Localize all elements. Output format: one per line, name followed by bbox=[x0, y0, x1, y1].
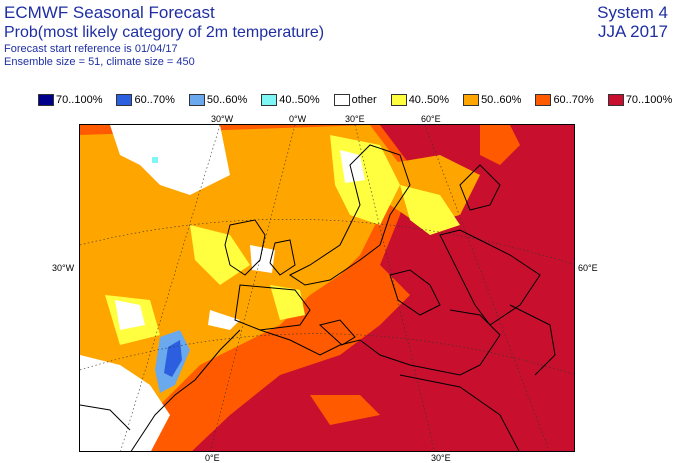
map-subtitle: Prob(most likely category of 2m temperat… bbox=[4, 24, 325, 41]
tick-left-30w: 30°W bbox=[52, 263, 75, 273]
legend-item: 50..60% bbox=[188, 93, 248, 107]
legend-swatch bbox=[607, 94, 624, 106]
legend-item: 60..70% bbox=[535, 93, 594, 107]
tick-top-60e: 60°E bbox=[421, 114, 441, 124]
legend-label: 50..60% bbox=[206, 94, 248, 106]
season-label: JJA 2017 bbox=[598, 22, 668, 41]
legend-swatch bbox=[188, 94, 205, 106]
legend-label: 60..70% bbox=[134, 94, 175, 106]
legend-swatch bbox=[261, 94, 278, 106]
legend-swatch bbox=[333, 94, 350, 106]
tick-right-60e: 60°E bbox=[578, 263, 598, 273]
legend-item: 70..100% bbox=[38, 93, 102, 107]
region-40-50-warm bbox=[190, 225, 250, 285]
region-other bbox=[250, 245, 275, 273]
legend-label: other bbox=[351, 94, 377, 106]
legend-label: 40..50% bbox=[408, 94, 450, 106]
map-canvas bbox=[80, 125, 574, 451]
region-60-70 bbox=[310, 395, 380, 425]
legend-item: other bbox=[333, 93, 377, 107]
tick-top-0w: 0°W bbox=[289, 114, 307, 124]
forecast-start-text: Forecast start reference is 01/04/17 bbox=[4, 43, 178, 55]
region-40-50-cool bbox=[152, 157, 158, 163]
region-60-70-cool bbox=[164, 340, 182, 377]
region-40-50-warm bbox=[400, 185, 460, 235]
legend-item: 40..50% bbox=[390, 93, 450, 107]
region-other bbox=[340, 150, 365, 183]
region-other bbox=[115, 300, 145, 330]
legend-label: 40..50% bbox=[279, 94, 320, 106]
legend-item: 60..70% bbox=[116, 93, 175, 107]
coastlines bbox=[80, 144, 556, 451]
map-title: ECMWF Seasonal Forecast bbox=[4, 3, 215, 22]
legend: 70..100% 60..70% 50..60% 40..50% other 4… bbox=[38, 93, 678, 107]
region-other bbox=[110, 125, 230, 195]
legend-label: 50..60% bbox=[481, 94, 522, 106]
tick-bottom-30e: 30°E bbox=[431, 453, 451, 463]
legend-item: 50..60% bbox=[463, 93, 521, 107]
legend-swatch bbox=[390, 94, 407, 106]
legend-swatch bbox=[463, 94, 480, 106]
legend-label: 60..70% bbox=[553, 94, 594, 106]
region-60-70 bbox=[480, 125, 520, 165]
region-40-50-warm bbox=[270, 285, 305, 320]
legend-item: 40..50% bbox=[261, 93, 320, 107]
legend-item: 70..100% bbox=[607, 93, 673, 107]
legend-label: 70..100% bbox=[56, 94, 103, 106]
legend-swatch bbox=[38, 94, 54, 106]
tick-top-30w: 30°W bbox=[211, 114, 234, 124]
system-label: System 4 bbox=[597, 3, 668, 22]
probability-map bbox=[79, 124, 575, 452]
legend-swatch bbox=[116, 94, 133, 106]
ensemble-size-text: Ensemble size = 51, climate size = 450 bbox=[4, 56, 195, 68]
tick-bottom-0e: 0°E bbox=[205, 453, 220, 463]
region-other bbox=[208, 310, 240, 330]
legend-swatch bbox=[535, 94, 552, 106]
legend-label: 70..100% bbox=[625, 94, 673, 106]
region-50-60 bbox=[380, 155, 480, 225]
tick-top-30e: 30°E bbox=[345, 114, 365, 124]
